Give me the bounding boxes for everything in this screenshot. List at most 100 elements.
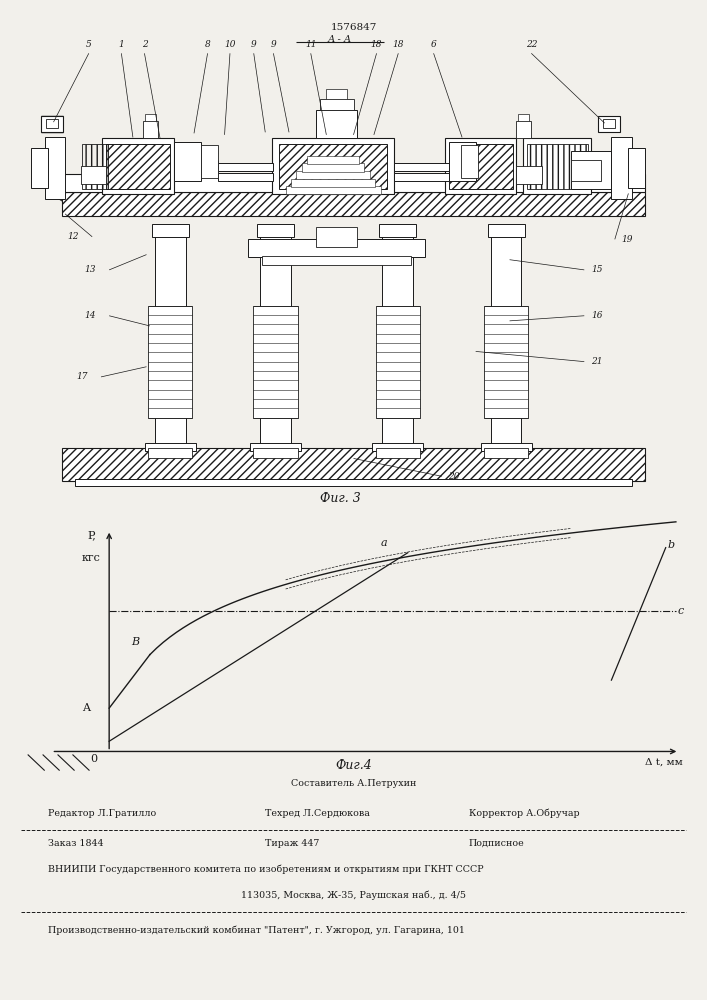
Bar bbox=[145, 114, 156, 121]
Text: 9: 9 bbox=[251, 40, 257, 49]
Text: c: c bbox=[678, 606, 684, 616]
Bar bbox=[248, 239, 425, 257]
Text: 18: 18 bbox=[371, 40, 382, 49]
Bar bbox=[375, 448, 420, 458]
Bar bbox=[253, 306, 298, 418]
Text: b: b bbox=[667, 540, 675, 550]
Bar bbox=[62, 192, 645, 216]
Bar bbox=[445, 138, 516, 194]
Bar bbox=[448, 144, 513, 189]
Bar bbox=[81, 166, 107, 184]
Text: 113035, Москва, Ж-35, Раушская наб., д. 4/5: 113035, Москва, Ж-35, Раушская наб., д. … bbox=[241, 891, 466, 900]
Text: Техред Л.Сердюкова: Техред Л.Сердюкова bbox=[265, 809, 370, 818]
Text: Тираж 447: Тираж 447 bbox=[265, 839, 320, 848]
Bar bbox=[602, 119, 615, 128]
Text: A: A bbox=[82, 703, 90, 713]
Bar bbox=[448, 142, 476, 181]
Bar bbox=[523, 138, 591, 194]
Bar bbox=[484, 306, 528, 418]
Bar bbox=[82, 144, 107, 189]
Text: А - А: А - А bbox=[328, 35, 352, 44]
Text: 0: 0 bbox=[90, 754, 98, 764]
Bar bbox=[629, 148, 645, 188]
Bar bbox=[327, 89, 346, 99]
Text: P,: P, bbox=[88, 530, 96, 540]
Text: ВНИИПИ Государственного комитета по изобретениям и открытиям при ГКНТ СССР: ВНИИПИ Государственного комитета по изоб… bbox=[48, 865, 484, 874]
Bar bbox=[45, 137, 65, 199]
Bar bbox=[320, 99, 354, 110]
Bar bbox=[516, 166, 542, 184]
Text: 6: 6 bbox=[431, 40, 436, 49]
Bar bbox=[372, 443, 423, 451]
Text: 21: 21 bbox=[591, 357, 602, 366]
Bar bbox=[518, 114, 530, 121]
Bar bbox=[484, 448, 528, 458]
Text: 22: 22 bbox=[525, 40, 537, 49]
Bar bbox=[262, 256, 411, 265]
Text: Редактор Л.Гратилло: Редактор Л.Гратилло bbox=[48, 809, 156, 818]
Text: Производственно-издательский комбинат "Патент", г. Ужгород, ул. Гагарина, 101: Производственно-издательский комбинат "П… bbox=[48, 925, 465, 935]
Text: 1576847: 1576847 bbox=[330, 23, 377, 32]
Text: кгс: кгс bbox=[82, 553, 101, 563]
Text: Фиг.4: Фиг.4 bbox=[335, 759, 372, 772]
Bar bbox=[145, 443, 196, 451]
Bar bbox=[201, 145, 218, 178]
Bar bbox=[31, 148, 48, 188]
Text: 9: 9 bbox=[271, 40, 276, 49]
Bar bbox=[174, 142, 201, 181]
Bar bbox=[395, 173, 448, 181]
Bar bbox=[612, 137, 632, 199]
Bar bbox=[491, 229, 522, 448]
Bar bbox=[46, 119, 58, 128]
Bar bbox=[598, 116, 619, 132]
Text: Δ t, мм: Δ t, мм bbox=[645, 758, 683, 767]
Bar bbox=[279, 144, 387, 189]
Text: Корректор А.Обручар: Корректор А.Обручар bbox=[469, 809, 580, 818]
Bar bbox=[308, 156, 359, 164]
Text: 16: 16 bbox=[591, 311, 602, 320]
Text: 19: 19 bbox=[621, 235, 633, 244]
Bar bbox=[316, 110, 357, 138]
Text: 13: 13 bbox=[84, 265, 95, 274]
Bar bbox=[62, 174, 645, 192]
Bar bbox=[286, 186, 380, 194]
Text: 15: 15 bbox=[591, 265, 602, 274]
Bar bbox=[257, 224, 294, 237]
Bar bbox=[302, 163, 364, 172]
Bar bbox=[379, 224, 416, 237]
Bar bbox=[461, 145, 478, 178]
Bar bbox=[148, 306, 192, 418]
Text: a: a bbox=[381, 538, 387, 548]
Bar bbox=[218, 163, 274, 171]
Bar bbox=[148, 448, 192, 458]
Bar bbox=[151, 224, 189, 237]
Bar bbox=[382, 229, 413, 448]
Bar bbox=[481, 443, 532, 451]
Text: Подписное: Подписное bbox=[469, 839, 525, 848]
Text: 11: 11 bbox=[305, 40, 317, 49]
Text: 14: 14 bbox=[84, 311, 95, 320]
Bar bbox=[516, 121, 532, 138]
Bar bbox=[571, 160, 601, 181]
Text: 18: 18 bbox=[392, 40, 404, 49]
Text: 2: 2 bbox=[141, 40, 147, 49]
Bar bbox=[316, 227, 357, 247]
Text: 20: 20 bbox=[448, 472, 460, 481]
Bar bbox=[106, 144, 170, 189]
Bar bbox=[375, 306, 420, 418]
Bar bbox=[62, 448, 645, 481]
Bar bbox=[296, 171, 370, 179]
Bar bbox=[41, 116, 63, 132]
Text: Фиг. 3: Фиг. 3 bbox=[320, 492, 361, 505]
Bar bbox=[143, 121, 158, 138]
Text: B: B bbox=[132, 637, 140, 647]
Bar bbox=[527, 144, 588, 189]
Bar bbox=[218, 173, 274, 181]
Bar bbox=[75, 479, 632, 486]
Bar bbox=[250, 443, 301, 451]
Bar bbox=[253, 448, 298, 458]
Text: 1: 1 bbox=[119, 40, 124, 49]
Text: Заказ 1844: Заказ 1844 bbox=[48, 839, 104, 848]
Text: 5: 5 bbox=[86, 40, 92, 49]
Text: 8: 8 bbox=[205, 40, 211, 49]
